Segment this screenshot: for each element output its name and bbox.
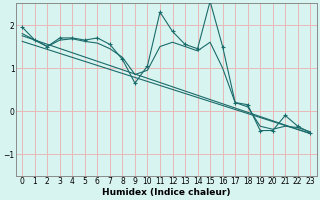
X-axis label: Humidex (Indice chaleur): Humidex (Indice chaleur) [102, 188, 230, 197]
